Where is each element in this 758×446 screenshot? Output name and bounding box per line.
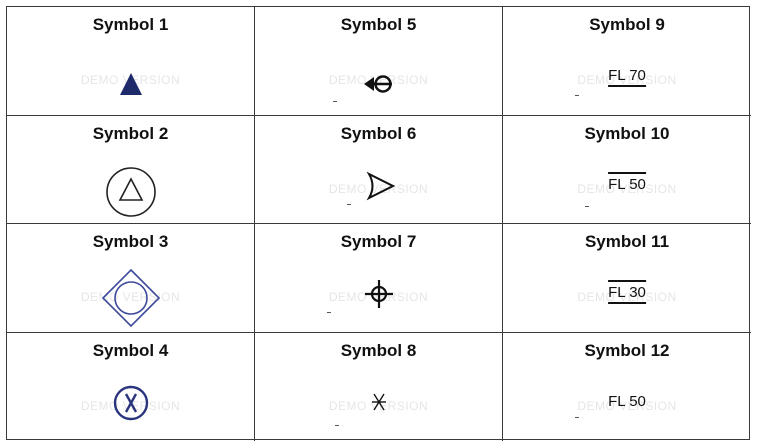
symbol-label: Symbol 1: [7, 15, 254, 35]
symbol-label: Symbol 5: [255, 15, 502, 35]
symbol-label: Symbol 9: [503, 15, 751, 35]
dash-mark: [335, 425, 339, 426]
dash-mark: [333, 101, 337, 102]
filled-triangle-icon: [111, 53, 151, 103]
dash-mark: [347, 204, 351, 205]
flight-level-plain-icon: FL 50: [608, 393, 646, 410]
cell-symbol-10: Symbol 10 DEMO VERSION FL 50: [503, 116, 751, 225]
arrow-circle-icon: [354, 53, 404, 103]
flight-level-text: FL 50: [608, 393, 646, 410]
asterisk-cross-icon: [364, 387, 394, 417]
dash-mark: [575, 95, 579, 96]
symbol-label: Symbol 10: [503, 124, 751, 144]
symbol-label: Symbol 4: [7, 341, 254, 361]
x-in-circle-icon: [106, 378, 156, 428]
cell-symbol-9: Symbol 9 DEMO VERSION FL 70: [503, 7, 751, 116]
cell-symbol-7: Symbol 7 DEMO VERSION: [255, 224, 503, 333]
symbol-label: Symbol 7: [255, 232, 502, 252]
cell-symbol-1: Symbol 1 DEMO VERSION: [7, 7, 255, 116]
symbol-table: Symbol 1 DEMO VERSION Symbol 5 DEMO VERS…: [6, 6, 750, 440]
symbol-label: Symbol 8: [255, 341, 502, 361]
circle-diamond-icon: [99, 266, 163, 330]
symbol-label: Symbol 2: [7, 124, 254, 144]
flight-level-between-icon: FL 30: [608, 280, 646, 304]
crosshair-icon: [359, 274, 399, 314]
dash-mark: [575, 417, 579, 418]
flight-level-under-icon: FL 70: [608, 67, 646, 87]
flight-level-over-icon: FL 50: [608, 172, 646, 193]
symbol-label: Symbol 3: [7, 232, 254, 252]
cell-symbol-12: Symbol 12 DEMO VERSION FL 50: [503, 333, 751, 442]
symbol-label: Symbol 6: [255, 124, 502, 144]
flight-level-text: FL 70: [608, 67, 646, 84]
cell-symbol-5: Symbol 5 DEMO VERSION: [255, 7, 503, 116]
cell-symbol-2: Symbol 2: [7, 116, 255, 225]
dash-mark: [585, 206, 589, 207]
cell-symbol-3: Symbol 3 DEMO VERSION: [7, 224, 255, 333]
cell-symbol-11: Symbol 11 DEMO VERSION FL 30: [503, 224, 751, 333]
flight-level-text: FL 50: [608, 176, 646, 193]
flight-level-text: FL 30: [608, 284, 646, 301]
curved-triangle-icon: [354, 162, 404, 212]
dash-mark: [327, 312, 331, 313]
symbol-label: Symbol 12: [503, 341, 751, 361]
triangle-in-circle-icon: [101, 162, 161, 222]
cell-symbol-4: Symbol 4 DEMO VERSION: [7, 333, 255, 442]
cell-symbol-8: Symbol 8 DEMO VERSION: [255, 333, 503, 442]
cell-symbol-6: Symbol 6 DEMO VERSION: [255, 116, 503, 225]
symbol-label: Symbol 11: [503, 232, 751, 252]
